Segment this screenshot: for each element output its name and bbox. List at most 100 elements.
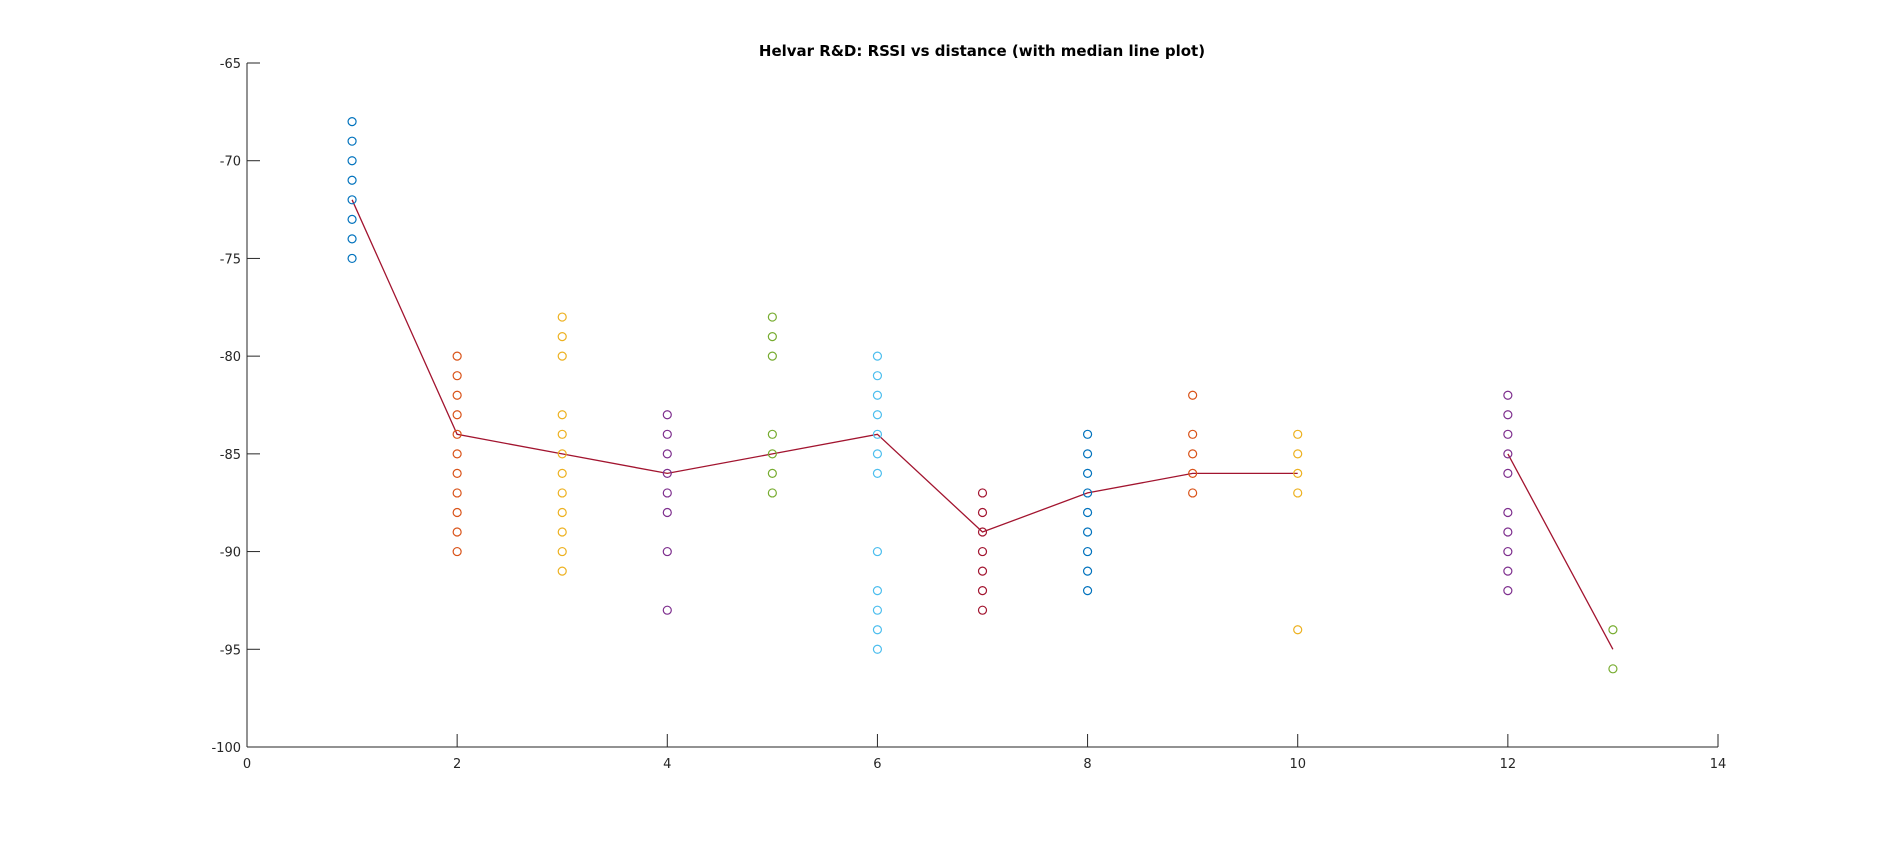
data-point bbox=[557, 468, 567, 478]
data-point bbox=[872, 449, 883, 459]
data-point bbox=[452, 410, 462, 420]
axes bbox=[246, 63, 1718, 748]
data-point bbox=[872, 546, 883, 557]
data-point bbox=[662, 546, 672, 557]
data-point bbox=[347, 175, 357, 185]
data-point bbox=[662, 488, 672, 498]
data-point bbox=[452, 468, 462, 478]
data-point bbox=[452, 390, 462, 400]
data-point bbox=[557, 488, 567, 498]
data-point bbox=[1188, 449, 1198, 459]
data-point bbox=[1188, 468, 1198, 478]
data-point bbox=[767, 312, 777, 322]
data-point bbox=[452, 546, 462, 557]
x-tick-label: 2 bbox=[453, 757, 461, 772]
data-point bbox=[347, 117, 357, 127]
data-point bbox=[662, 507, 672, 518]
data-point bbox=[1082, 546, 1093, 557]
data-point bbox=[662, 605, 672, 615]
x-tick-label: 6 bbox=[873, 757, 881, 772]
data-point bbox=[1082, 488, 1093, 498]
data-point bbox=[1188, 390, 1198, 400]
data-point bbox=[1293, 488, 1303, 498]
data-point bbox=[452, 449, 462, 459]
data-point bbox=[662, 429, 672, 439]
data-point bbox=[872, 390, 883, 400]
data-point bbox=[1082, 449, 1093, 459]
scatter-points bbox=[347, 117, 1618, 674]
x-tick-label: 12 bbox=[1500, 757, 1517, 772]
median-line bbox=[351, 199, 1614, 650]
data-point bbox=[557, 546, 567, 557]
data-point bbox=[347, 195, 357, 205]
data-point bbox=[347, 234, 357, 244]
data-point bbox=[452, 371, 462, 381]
data-point bbox=[557, 410, 567, 420]
data-point bbox=[557, 312, 567, 322]
data-point bbox=[767, 488, 777, 498]
data-point bbox=[557, 332, 567, 342]
x-tick-label: 0 bbox=[243, 757, 251, 772]
data-point bbox=[1503, 586, 1513, 596]
y-tick-label: -75 bbox=[220, 252, 241, 267]
data-point bbox=[872, 625, 883, 635]
y-tick-label: -70 bbox=[220, 155, 241, 170]
data-point bbox=[557, 527, 567, 537]
data-point bbox=[872, 644, 883, 654]
data-point bbox=[977, 605, 988, 615]
data-point bbox=[1503, 449, 1513, 459]
data-point bbox=[557, 449, 567, 459]
data-point bbox=[1503, 429, 1513, 439]
data-point bbox=[1082, 429, 1093, 439]
data-point bbox=[1503, 527, 1513, 537]
data-point bbox=[557, 507, 567, 518]
data-point bbox=[452, 488, 462, 498]
data-point bbox=[872, 586, 883, 596]
data-point bbox=[347, 253, 357, 264]
chart-title: Helvar R&D: RSSI vs distance (with media… bbox=[759, 42, 1205, 60]
data-point bbox=[767, 429, 777, 439]
data-point bbox=[872, 371, 883, 381]
data-point bbox=[1293, 625, 1303, 635]
data-point bbox=[452, 527, 462, 537]
y-tick-label: -100 bbox=[211, 741, 241, 756]
data-point bbox=[767, 351, 777, 361]
y-ticks: -65 -70 -75 -80 -85 -90 -95 -100 bbox=[211, 57, 260, 756]
data-point bbox=[1188, 429, 1198, 439]
data-point bbox=[872, 410, 883, 420]
data-point bbox=[1608, 664, 1618, 674]
data-point bbox=[557, 429, 567, 439]
data-point bbox=[1082, 468, 1093, 478]
data-point bbox=[1082, 586, 1093, 596]
data-point bbox=[662, 410, 672, 420]
x-tick-label: 4 bbox=[663, 757, 671, 772]
data-point bbox=[1293, 429, 1303, 439]
data-point bbox=[662, 449, 672, 459]
data-point bbox=[1293, 468, 1303, 478]
y-tick-label: -80 bbox=[220, 350, 241, 365]
data-point bbox=[1188, 488, 1198, 498]
data-point bbox=[1082, 566, 1093, 576]
data-point bbox=[1082, 507, 1093, 518]
data-point bbox=[662, 468, 672, 478]
x-ticks: 0 2 4 6 8 10 12 14 bbox=[243, 734, 1726, 772]
median-line-segment bbox=[351, 199, 1298, 533]
x-tick-label: 8 bbox=[1083, 757, 1091, 772]
data-point bbox=[1503, 566, 1513, 576]
data-point bbox=[872, 468, 883, 478]
y-tick-label: -85 bbox=[220, 448, 241, 463]
data-point bbox=[977, 546, 988, 557]
y-tick-label: -95 bbox=[220, 643, 241, 658]
data-point bbox=[1503, 410, 1513, 420]
data-point bbox=[977, 527, 988, 537]
data-point bbox=[977, 488, 988, 498]
data-point bbox=[452, 429, 462, 439]
data-point bbox=[1293, 449, 1303, 459]
data-point bbox=[872, 351, 883, 361]
y-tick-label: -90 bbox=[220, 546, 241, 561]
data-point bbox=[767, 449, 777, 459]
data-point bbox=[977, 586, 988, 596]
data-point bbox=[347, 156, 357, 166]
data-point bbox=[1503, 390, 1513, 400]
